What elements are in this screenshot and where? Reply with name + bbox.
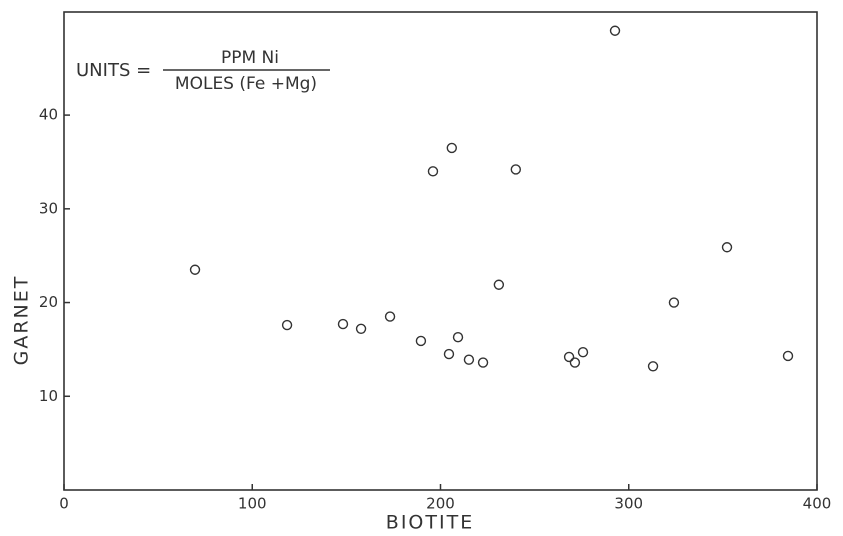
annotation-numerator: PPM Ni xyxy=(221,48,279,68)
point xyxy=(510,164,521,175)
y-axis-label: GARNET xyxy=(11,275,33,366)
x-tick-label: 400 xyxy=(803,495,832,513)
point xyxy=(427,166,439,177)
y-tick-label: 30 xyxy=(39,199,58,217)
annotation-prefix: UNITS = xyxy=(76,60,151,81)
point xyxy=(384,311,396,322)
point xyxy=(668,297,680,308)
point xyxy=(569,357,581,368)
point xyxy=(415,335,427,347)
point xyxy=(189,264,201,275)
point xyxy=(281,319,293,331)
point xyxy=(493,279,505,290)
point xyxy=(782,350,794,362)
point xyxy=(477,357,489,368)
annotation-denominator: MOLES (Fe +Mg) xyxy=(175,74,317,94)
point xyxy=(337,318,349,330)
y-tick-label: 20 xyxy=(39,293,58,311)
x-tick-label: 200 xyxy=(426,495,455,513)
point xyxy=(463,354,475,365)
point xyxy=(721,242,733,253)
x-tick-label: 300 xyxy=(614,495,643,513)
x-tick-label: 100 xyxy=(238,495,267,513)
x-axis-label: BIOTITE xyxy=(386,512,474,534)
point xyxy=(446,142,457,154)
point xyxy=(577,347,589,358)
x-tick-label: 0 xyxy=(59,495,69,513)
y-tick-label: 10 xyxy=(39,387,58,405)
point xyxy=(355,323,367,334)
point xyxy=(452,332,464,343)
point xyxy=(443,348,455,360)
point xyxy=(563,351,575,363)
y-tick-label: 40 xyxy=(39,106,58,124)
point xyxy=(647,361,659,372)
point xyxy=(609,25,621,36)
